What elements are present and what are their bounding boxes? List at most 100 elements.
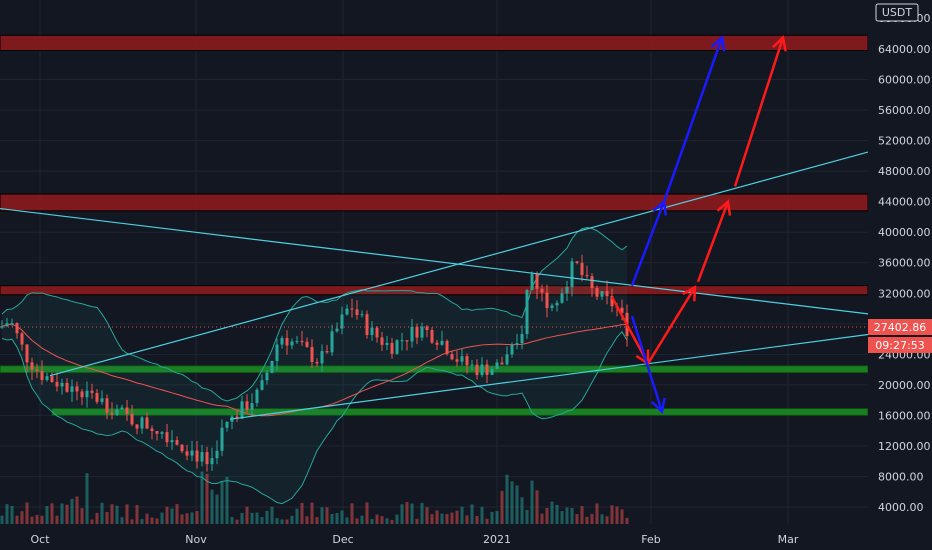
candle-body [530, 274, 534, 290]
volume-bar [235, 519, 239, 524]
volume-bar [545, 507, 549, 524]
candle-body [40, 370, 44, 380]
candle-body [175, 440, 179, 445]
volume-bar [625, 517, 629, 524]
volume-bar [465, 515, 469, 524]
volume-bar [110, 504, 114, 524]
volume-bar [130, 519, 134, 524]
volume-bar [585, 516, 589, 524]
candle-body [225, 421, 229, 428]
candle-body [50, 376, 54, 383]
candle-body [105, 398, 109, 413]
projection-arrows [610, 35, 787, 415]
price-tick: 52000.00 [878, 135, 931, 148]
candle-body [280, 337, 284, 345]
volume-bar [240, 512, 244, 524]
candle-body [535, 274, 539, 289]
candle-body [565, 286, 569, 294]
candle-body [95, 392, 99, 402]
candle-body [585, 275, 589, 277]
candle-body [160, 432, 164, 434]
candle-body [170, 440, 174, 443]
currency-badge[interactable]: USDT [875, 3, 919, 22]
volume-bar [480, 506, 484, 524]
candle-body [135, 424, 139, 429]
volume-bar [355, 518, 359, 524]
volume-bar [290, 515, 294, 524]
bollinger-upper [1, 226, 628, 402]
price-axis[interactable]: 68000.0064000.0060000.0056000.0052000.00… [868, 0, 932, 550]
candle-body [165, 432, 169, 443]
price-tick: 32000.00 [878, 287, 931, 300]
volume-bar [190, 512, 194, 524]
volume-bar [185, 513, 189, 524]
volume-bar [115, 505, 119, 524]
volume-bar [165, 506, 169, 524]
price-tick: 36000.00 [878, 257, 931, 270]
candle-body [240, 401, 244, 419]
arrow-down-red [610, 296, 650, 365]
volume-bar [20, 511, 24, 524]
volume-bar [475, 515, 479, 524]
candle-body [465, 356, 469, 366]
volume-bar [180, 514, 184, 524]
candle-body [145, 417, 149, 429]
volume-bar [0, 515, 4, 524]
volume-bar [400, 504, 404, 524]
countdown-label: 09:27:53 [875, 339, 924, 352]
volume-bar [315, 517, 319, 524]
candle-body [300, 341, 304, 343]
price-tick: 56000.00 [878, 104, 931, 117]
volume-bar [510, 481, 514, 524]
volume-bar [535, 490, 539, 524]
candle-body [255, 389, 259, 404]
volume-bar [85, 473, 89, 524]
candle-body [205, 452, 209, 465]
time-axis[interactable]: Oct Nov Dec 2021 Feb Mar [30, 533, 798, 546]
candle-body [30, 362, 34, 370]
candle-body [375, 327, 379, 338]
volume-bar [275, 518, 279, 524]
candle-body [595, 288, 599, 297]
arrow-up-red-1-head [682, 284, 697, 302]
candle-body [525, 289, 529, 334]
candle-body [275, 344, 279, 361]
candle-body [560, 293, 564, 303]
candle-body [10, 323, 14, 325]
candle-body [575, 261, 579, 263]
candle-body [25, 344, 29, 363]
volume-bar [160, 512, 164, 524]
candle-body [320, 351, 324, 364]
candle-body [495, 362, 499, 370]
volume-bar [550, 501, 554, 524]
volume-bar [370, 519, 374, 524]
candle-body [260, 380, 264, 390]
candle-body [435, 342, 439, 345]
volume-bar [305, 516, 309, 524]
candle-body [265, 372, 269, 381]
last-price-badge: 27402.86 09:27:53 [868, 319, 932, 353]
volume-bar [430, 514, 434, 524]
candle-body [515, 343, 519, 345]
volume-bar [210, 489, 214, 524]
candle-body [380, 337, 384, 345]
volume-bar [600, 514, 604, 524]
volume-bar [60, 503, 64, 524]
candle-body [285, 337, 289, 346]
volume-bar [605, 516, 609, 524]
arrow-up-red-1 [646, 286, 697, 365]
volume-bar [595, 503, 599, 524]
volume-bar [455, 510, 459, 524]
candle-body [425, 326, 429, 331]
volume-bars [0, 471, 629, 524]
volume-bar [360, 515, 364, 524]
volume-bar [350, 503, 354, 524]
candle-body [125, 407, 129, 414]
volume-bar [245, 506, 249, 524]
volume-bar [450, 512, 454, 524]
candle-body [350, 308, 354, 310]
volume-bar [35, 514, 39, 524]
price-tick: 48000.00 [878, 165, 931, 178]
